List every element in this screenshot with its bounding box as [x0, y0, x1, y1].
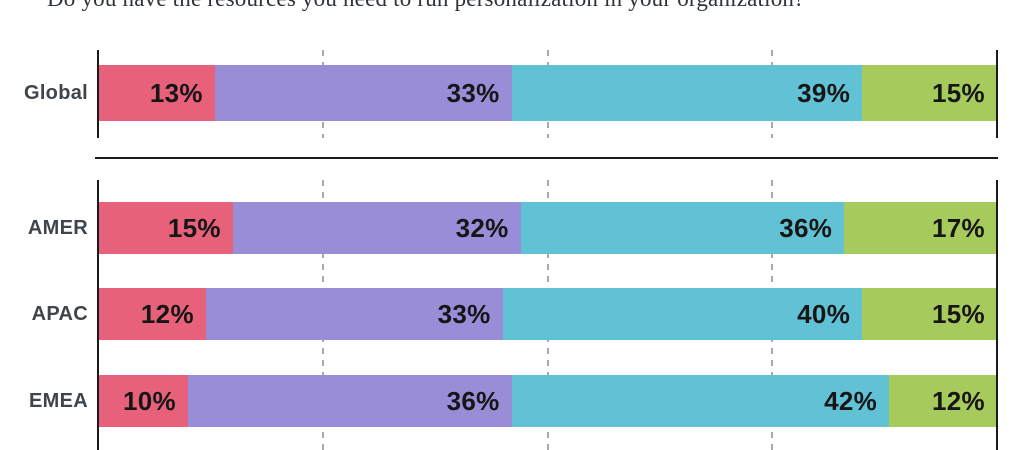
bar-row-emea: 10% 36% 42% 12% [98, 375, 997, 427]
y-axis-line-top-section [97, 50, 99, 138]
bar-segment-apac-1: 12% [98, 288, 206, 340]
bar-segment-emea-1: 10% [98, 375, 188, 427]
segment-value-label: 39% [797, 77, 851, 108]
segment-value-label: 42% [824, 385, 878, 416]
right-axis-line-bottom-section [996, 180, 998, 450]
section-divider [95, 157, 998, 159]
chart-title: Do you have the resources you need to ru… [47, 0, 805, 12]
segment-value-label: 17% [932, 212, 985, 243]
segment-value-label: 32% [455, 212, 509, 243]
segment-value-label: 12% [140, 298, 194, 329]
row-label-apac: APAC [31, 302, 88, 325]
bar-segment-apac-2: 33% [205, 288, 503, 340]
bar-segment-global-2: 33% [214, 65, 512, 121]
bar-segment-amer-4: 17% [844, 202, 997, 254]
bar-segment-global-1: 13% [98, 65, 215, 121]
bar-segment-global-4: 15% [862, 65, 997, 121]
y-axis-line-bottom-section [97, 180, 99, 450]
bar-segment-apac-3: 40% [502, 288, 863, 340]
bar-segment-emea-4: 12% [889, 375, 997, 427]
segment-value-label: 13% [149, 77, 203, 108]
segment-value-label: 33% [446, 77, 500, 108]
segment-value-label: 15% [932, 298, 985, 329]
segment-value-label: 15% [932, 77, 985, 108]
segment-value-label: 40% [797, 298, 851, 329]
global-section-plot: 13% 33% 39% 15% [97, 50, 998, 138]
bar-segment-amer-3: 36% [520, 202, 845, 254]
row-label-emea: EMEA [29, 389, 88, 412]
segment-value-label: 36% [446, 385, 500, 416]
segment-value-label: 33% [437, 298, 491, 329]
regions-section-plot: 15% 32% 36% 17% 12% 33% 40% 15% [97, 180, 998, 450]
bar-segment-emea-3: 42% [511, 375, 890, 427]
bar-segment-global-3: 39% [511, 65, 863, 121]
segment-value-label: 36% [779, 212, 833, 243]
bar-segment-amer-1: 15% [98, 202, 233, 254]
bar-segment-emea-2: 36% [187, 375, 512, 427]
bar-row-amer: 15% 32% 36% 17% [98, 202, 997, 254]
segment-value-label: 15% [167, 212, 221, 243]
segment-value-label: 10% [122, 385, 176, 416]
row-label-global: Global [23, 81, 88, 104]
bar-row-global: 13% 33% 39% 15% [98, 65, 997, 121]
bar-segment-apac-4: 15% [862, 288, 997, 340]
right-axis-line-top-section [996, 50, 998, 138]
segment-value-label: 12% [932, 385, 985, 416]
row-label-amer: AMER [27, 216, 88, 239]
bar-segment-amer-2: 32% [232, 202, 521, 254]
bar-row-apac: 12% 33% 40% 15% [98, 288, 997, 340]
